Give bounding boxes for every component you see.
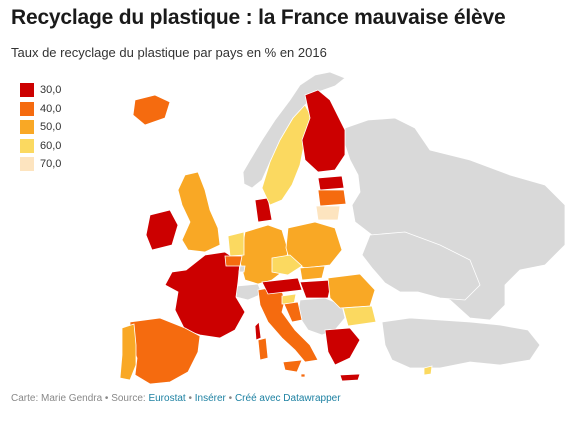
country-germany — [239, 224, 289, 285]
country-latvia — [317, 189, 347, 207]
legend-item: 40,0 — [20, 100, 61, 119]
country-greece-crete — [339, 373, 361, 382]
legend-item: 70,0 — [20, 155, 61, 174]
country-greece — [324, 327, 361, 366]
country-italy-sardinia — [257, 337, 269, 361]
region-turkey — [381, 317, 541, 369]
country-belgium — [224, 255, 243, 267]
source-link[interactable]: Eurostat — [148, 393, 186, 404]
region-ukraine — [361, 231, 481, 301]
legend-swatch — [20, 120, 34, 135]
chart-title: Recyclage du plastique : la France mauva… — [11, 6, 506, 29]
legend-swatch — [20, 138, 34, 153]
footer: Carte: Marie Gendra • Source: Eurostat •… — [11, 393, 341, 404]
footer-separator: • — [185, 393, 195, 404]
no-data-regions — [235, 71, 566, 369]
country-luxembourg — [238, 265, 246, 273]
credit-text: Carte: Marie Gendra • Source: — [11, 393, 149, 404]
country-netherlands — [227, 231, 245, 257]
country-ireland — [145, 209, 179, 251]
country-denmark — [254, 197, 273, 223]
country-iceland — [132, 94, 171, 126]
country-malta — [300, 373, 306, 378]
country-estonia — [317, 175, 345, 191]
legend-label: 30,0 — [40, 84, 62, 97]
country-bulgaria — [342, 305, 377, 327]
country-cyprus — [423, 365, 433, 376]
legend-swatch — [20, 157, 34, 172]
footer-separator: • — [225, 393, 235, 404]
legend-item: 60,0 — [20, 137, 61, 156]
legend-item: 50,0 — [20, 118, 61, 137]
country-lithuania — [315, 205, 341, 221]
country-hungary — [299, 279, 333, 299]
legend-label: 50,0 — [40, 121, 62, 134]
datawrapper-link[interactable]: Créé avec Datawrapper — [234, 393, 341, 404]
country-croatia — [283, 301, 303, 323]
country-italy-sicily — [282, 359, 303, 373]
country-uk — [177, 171, 221, 253]
legend-swatch — [20, 101, 34, 116]
country-poland — [285, 221, 343, 269]
data-regions — [119, 89, 433, 385]
country-romania — [327, 273, 376, 309]
country-austria — [261, 277, 303, 295]
legend-label: 70,0 — [40, 158, 62, 171]
embed-link[interactable]: Insérer — [194, 393, 226, 404]
legend: 30,0 40,0 50,0 60,0 70,0 — [20, 81, 61, 174]
country-czech — [271, 254, 303, 276]
country-france-corsica — [254, 321, 262, 341]
legend-label: 60,0 — [40, 139, 62, 152]
region-norway — [242, 71, 346, 189]
country-slovakia — [299, 265, 326, 281]
legend-item: 30,0 — [20, 81, 61, 100]
legend-swatch — [20, 83, 34, 98]
legend-label: 40,0 — [40, 102, 62, 115]
country-finland — [301, 89, 346, 173]
country-portugal — [119, 323, 137, 381]
chart-subtitle: Taux de recyclage du plastique par pays … — [11, 45, 327, 60]
